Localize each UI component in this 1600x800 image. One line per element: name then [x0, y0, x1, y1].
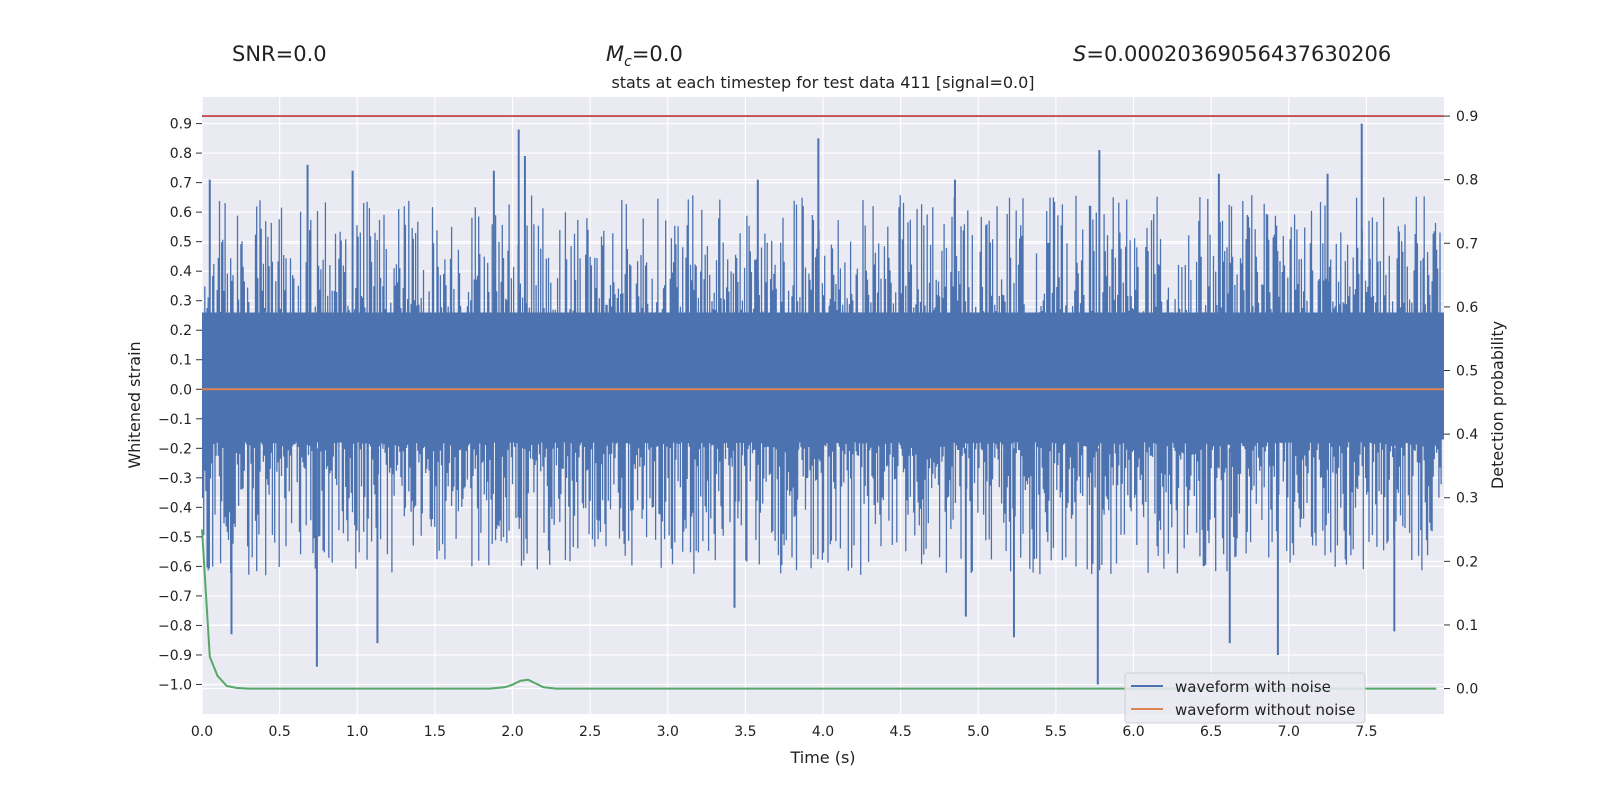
x-tick-label: 2.0 [501, 724, 523, 740]
y-tick-label: 0.4 [170, 264, 192, 280]
y-tick-label: 0.2 [170, 323, 192, 339]
y-tick-label: 0.5 [170, 235, 192, 251]
y-tick-label: −0.6 [158, 559, 192, 575]
y-axis-ticks: 0.9 0.8 0.7 0.6 0.5 0.4 0.3 0.2 0.1 0.0 −0.1 −0.2 −0… [158, 117, 202, 693]
x-tick-label: 2.5 [579, 724, 601, 740]
y2-tick-label: 0.9 [1456, 109, 1478, 125]
legend: waveform with noise waveform without noi… [1124, 672, 1366, 724]
y2-tick-label: 0.6 [1456, 300, 1478, 316]
waveform-with-noise-series [201, 123, 1444, 685]
legend-label-noise: waveform with noise [1175, 678, 1331, 696]
chirp-mass-label: Mc=0.0 [606, 42, 683, 70]
y-tick-label: −0.4 [158, 500, 192, 516]
y2-axis-ticks: 0.9 0.8 0.7 0.6 0.5 0.4 0.3 0.2 0.1 0.0 [1444, 109, 1478, 698]
y-tick-label: −0.9 [158, 648, 192, 664]
chart-title: stats at each timestep for test data 411… [611, 73, 1034, 92]
snr-label: SNR=0.0 [232, 42, 327, 66]
x-tick-label: 5.5 [1045, 724, 1067, 740]
y2-tick-label: 0.4 [1456, 427, 1478, 443]
y2-tick-label: 0.8 [1456, 173, 1478, 189]
s-statistic-label: S=0.00020369056437630206 [1073, 42, 1391, 66]
x-tick-label: 4.5 [889, 724, 911, 740]
x-tick-label: 3.0 [657, 724, 679, 740]
y2-tick-label: 0.2 [1456, 554, 1478, 570]
x-tick-label: 5.0 [967, 724, 989, 740]
y-tick-label: 0.8 [170, 146, 192, 162]
y2-tick-label: 0.3 [1456, 491, 1478, 507]
y2-tick-label: 0.1 [1456, 618, 1478, 634]
y-tick-label: −0.2 [158, 441, 192, 457]
y2-tick-label: 0.7 [1456, 236, 1478, 252]
x-tick-label: 0.0 [191, 724, 213, 740]
y-tick-label: −0.8 [158, 618, 192, 634]
x-tick-label: 6.0 [1122, 724, 1144, 740]
probability-line [201, 529, 1437, 690]
x-tick-label: 4.0 [812, 724, 834, 740]
y-axis-label: Whitened strain [125, 341, 144, 468]
x-tick-label: 1.0 [346, 724, 368, 740]
y-tick-label: −0.7 [158, 589, 192, 605]
y2-axis-label: Detection probability [1488, 321, 1507, 489]
x-tick-label: 0.5 [268, 724, 290, 740]
y2-tick-label: 0.5 [1456, 364, 1478, 380]
y-tick-label: 0.7 [170, 176, 192, 192]
x-axis-ticks: 0.0 0.5 1.0 1.5 2.0 2.5 3.0 3.5 4.0 4.5 5.0 5.5 6.0 6… [191, 724, 1378, 740]
x-tick-label: 3.5 [734, 724, 756, 740]
y-tick-label: −1.0 [158, 677, 192, 693]
x-tick-label: 1.5 [424, 724, 446, 740]
y-tick-label: −0.3 [158, 471, 192, 487]
noise-core [202, 312, 1444, 440]
x-tick-label: 7.5 [1355, 724, 1377, 740]
y-tick-label: 0.3 [170, 294, 192, 310]
y-tick-label: 0.9 [170, 117, 192, 133]
detection-probability-series [201, 529, 1437, 690]
y-tick-label: −0.5 [158, 530, 192, 546]
y2-tick-label: 0.0 [1456, 682, 1478, 698]
x-tick-label: 7.0 [1278, 724, 1300, 740]
y-tick-label: 0.0 [170, 382, 192, 398]
y-tick-label: −0.1 [158, 412, 192, 428]
legend-label-clean: waveform without noise [1175, 701, 1355, 719]
y-tick-label: 0.6 [170, 205, 192, 221]
x-axis-label: Time (s) [789, 748, 855, 767]
x-tick-label: 6.5 [1200, 724, 1222, 740]
legend-box [1124, 672, 1366, 724]
y-tick-label: 0.1 [170, 353, 192, 369]
